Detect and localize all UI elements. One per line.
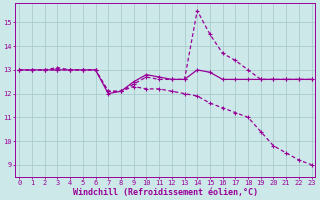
X-axis label: Windchill (Refroidissement éolien,°C): Windchill (Refroidissement éolien,°C) [73, 188, 258, 197]
